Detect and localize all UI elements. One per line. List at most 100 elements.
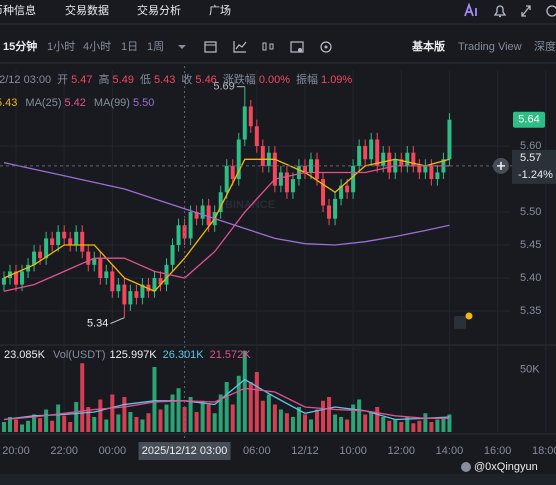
last-price-badge (513, 111, 545, 128)
volume-bar (411, 423, 416, 432)
candle-body (38, 251, 43, 259)
candle-body (86, 251, 91, 265)
candle-body (381, 152, 386, 166)
interval-tab[interactable]: 15分钟 (3, 39, 37, 53)
candle-body (387, 152, 392, 173)
indicator-icon[interactable] (233, 41, 247, 53)
nav-tab[interactable]: 广场 (209, 3, 231, 17)
candle-body (14, 271, 19, 285)
volume-ma-line (3, 387, 450, 421)
candle-body (339, 185, 344, 199)
expand-icon[interactable] (521, 5, 531, 17)
interval-tab[interactable]: 1日 (121, 41, 138, 53)
volume-bar (321, 400, 326, 432)
target-icon[interactable] (320, 41, 332, 53)
order-icon[interactable] (454, 316, 466, 329)
calendar-icon[interactable] (204, 41, 217, 53)
candle-body (278, 172, 283, 186)
x-tick-label: 20:00 (2, 445, 30, 457)
volume-bar (20, 424, 25, 432)
candle-body (302, 165, 307, 173)
candle-body (134, 291, 139, 298)
candle-body (152, 278, 157, 292)
interval-tab[interactable]: 1小时 (47, 40, 75, 53)
candle-body (357, 146, 362, 166)
volume-bar (236, 375, 241, 432)
settings-icon[interactable] (546, 5, 556, 17)
volume-bar (128, 412, 133, 432)
x-tick-label: 16:00 (484, 445, 512, 457)
candle-body (429, 165, 434, 180)
candle-body (44, 238, 49, 259)
dropdown-arrow[interactable] (178, 45, 186, 49)
last-price-label: 5.64 (518, 114, 539, 126)
nav-tab[interactable]: 币种信息 (0, 3, 36, 17)
candle-body (236, 139, 241, 180)
candle-body (74, 231, 79, 246)
y-tick-label: 5.45 (520, 239, 541, 251)
view-tab[interactable]: 深度 (534, 39, 556, 53)
volume-bar (38, 418, 43, 432)
info-value: 5.43 (154, 74, 175, 86)
view-tab[interactable]: Trading View (458, 41, 522, 53)
x-tick-label: 18:00 (532, 445, 556, 457)
volume-bar (429, 422, 434, 432)
volume-bar (351, 404, 356, 432)
candle-body (260, 146, 265, 166)
volume-bar (110, 394, 115, 432)
nav-tab[interactable]: 交易数据 (65, 3, 109, 17)
volume-bar (1, 422, 6, 432)
candle-body (200, 205, 205, 219)
volume-bar (158, 409, 163, 432)
view-tab[interactable]: 基本版 (411, 39, 445, 53)
candle-body (110, 271, 115, 292)
credit: @0xQingyun (474, 461, 538, 473)
x-tick-label: 00:00 (99, 445, 127, 457)
volume-bar (188, 397, 193, 432)
volume-bar (50, 420, 55, 432)
volume-bar (290, 417, 295, 432)
candle-icon[interactable] (262, 42, 274, 51)
y-tick-label: 5.50 (520, 206, 541, 218)
candle-body (80, 231, 85, 252)
candle-body (417, 165, 422, 173)
interval-tab[interactable]: 4小时 (83, 40, 111, 53)
ai-icon[interactable] (464, 2, 477, 17)
ma-legend-name: MA(25) (25, 97, 61, 109)
volume-bar (447, 414, 452, 432)
bottom-bar (0, 474, 556, 485)
ma-legend-value: 5.42 (64, 97, 85, 109)
candle-body (254, 126, 259, 147)
volume-bar (152, 367, 157, 432)
credit-avatar (461, 462, 471, 472)
candle-body (230, 165, 235, 180)
layout-icon[interactable] (290, 41, 304, 53)
volume-tick-label: 50K (520, 363, 540, 375)
candle-body (315, 159, 320, 180)
candle-body (218, 192, 223, 213)
volume-bar (441, 417, 446, 432)
bell-icon[interactable] (493, 5, 507, 18)
candle-body (56, 231, 61, 246)
candle-body (272, 152, 277, 186)
x-tick-label: 22:00 (50, 445, 78, 457)
candle-body (92, 258, 97, 265)
candle-body (375, 139, 380, 166)
volume-bar (32, 414, 37, 432)
ma-line (3, 165, 450, 292)
info-name: 高 (99, 72, 110, 86)
nav-tab[interactable]: 交易分析 (137, 3, 181, 17)
volume-ma-line (3, 378, 450, 421)
volume-bar (375, 407, 380, 432)
candle-body (345, 185, 350, 193)
candle-body (62, 231, 67, 239)
volume-bar (92, 417, 97, 432)
candle-body (423, 165, 428, 173)
interval-tab[interactable]: 1周 (147, 40, 164, 53)
volume-bar (224, 382, 229, 432)
candle-body (333, 198, 338, 219)
ma-legend-name: MA(99) (94, 97, 130, 109)
crosshair-change: -1.24% (518, 169, 553, 181)
volume-bar (399, 422, 404, 432)
